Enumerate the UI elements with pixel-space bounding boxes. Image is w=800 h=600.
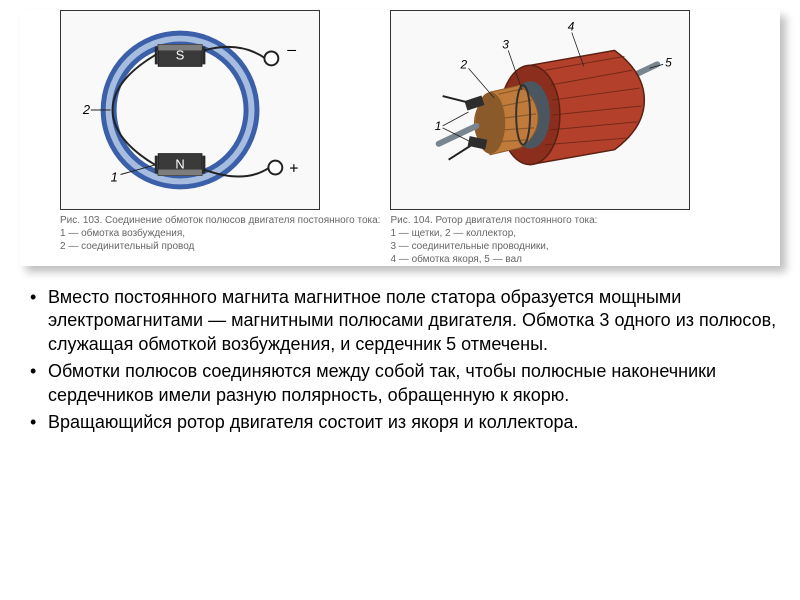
label-n2: 2 — [460, 57, 468, 71]
label-N: N — [175, 157, 184, 172]
figure-104-svg: 1 2 3 4 5 — [391, 10, 689, 210]
figure-103-panel: S N – + 2 1 — [60, 10, 380, 266]
label-plus: + — [289, 161, 298, 178]
figure-104-panel: 1 2 3 4 5 Рис. 104. Ротор двигателя пост… — [390, 10, 690, 266]
bullet-1: Вместо постоянного магнита магнитное пол… — [30, 286, 780, 356]
label-minus: – — [287, 41, 296, 58]
bullet-3: Вращающийся ротор двигателя состоит из я… — [30, 411, 780, 434]
bullet-1-text: Вместо постоянного магнита магнитное пол… — [48, 287, 776, 354]
terminal-plus — [268, 161, 282, 175]
figure-104-box: 1 2 3 4 5 — [390, 10, 690, 210]
label-1: 1 — [111, 169, 118, 184]
terminal-minus — [264, 51, 278, 65]
bullet-3-text: Вращающийся ротор двигателя состоит из я… — [48, 412, 579, 432]
figure-103-svg: S N – + 2 1 — [61, 10, 319, 210]
figure-103-caption: Рис. 103. Соединение обмоток полюсов дви… — [60, 214, 380, 253]
figure-104-legend: 1 — щетки, 2 — коллектор, 3 — соединител… — [390, 227, 597, 266]
figure-103-legend: 1 — обмотка возбуждения, 2 — соединитель… — [60, 227, 380, 253]
figure-103-title: Рис. 103. Соединение обмоток полюсов дви… — [60, 214, 380, 227]
figure-103-box: S N – + 2 1 — [60, 10, 320, 210]
figure-104-caption: Рис. 104. Ротор двигателя постоянного то… — [390, 214, 597, 266]
label-S: S — [176, 47, 185, 62]
label-n3: 3 — [503, 37, 510, 51]
label-2: 2 — [82, 102, 90, 117]
bullet-2-text: Обмотки полюсов соединяются между собой … — [48, 361, 716, 404]
bullet-2: Обмотки полюсов соединяются между собой … — [30, 360, 780, 407]
label-n1: 1 — [435, 119, 442, 133]
label-n4: 4 — [568, 20, 575, 34]
label-n5: 5 — [666, 55, 673, 69]
bullet-list: Вместо постоянного магнита магнитное пол… — [20, 286, 780, 434]
figure-104-title: Рис. 104. Ротор двигателя постоянного то… — [390, 214, 597, 227]
figures-row: S N – + 2 1 — [20, 10, 780, 266]
